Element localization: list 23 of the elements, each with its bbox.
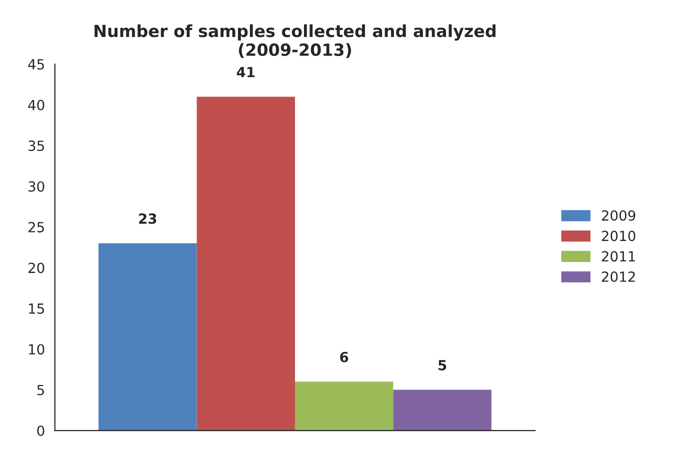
- y-tick-label: 30: [28, 181, 44, 192]
- bar: [98, 243, 197, 431]
- legend-label: 2011: [602, 251, 635, 262]
- legend-label: 2012: [602, 271, 635, 282]
- legend-label: 2009: [602, 210, 636, 221]
- y-tick-label: 5: [37, 384, 44, 396]
- y-tick-label: 45: [28, 59, 44, 70]
- y-tick-label: 10: [29, 344, 44, 355]
- bar: [196, 96, 295, 431]
- data-label: 6: [340, 352, 348, 362]
- bar: [393, 390, 492, 431]
- data-label: 5: [438, 360, 446, 370]
- legend-label: 2010: [602, 230, 636, 242]
- y-tick-label: 0: [37, 425, 44, 436]
- data-label: 41: [236, 67, 255, 78]
- y-tick-label: 25: [28, 222, 44, 232]
- y-tick-label: 15: [29, 304, 44, 314]
- chart-title: Number of samples collected and analyzed (2009-2013): [94, 24, 496, 58]
- y-tick-label: 35: [28, 140, 44, 152]
- y-tick-label: 40: [28, 100, 44, 110]
- y-tick-label: 20: [28, 262, 44, 274]
- bar: [294, 382, 394, 431]
- data-label: 23: [139, 213, 156, 224]
